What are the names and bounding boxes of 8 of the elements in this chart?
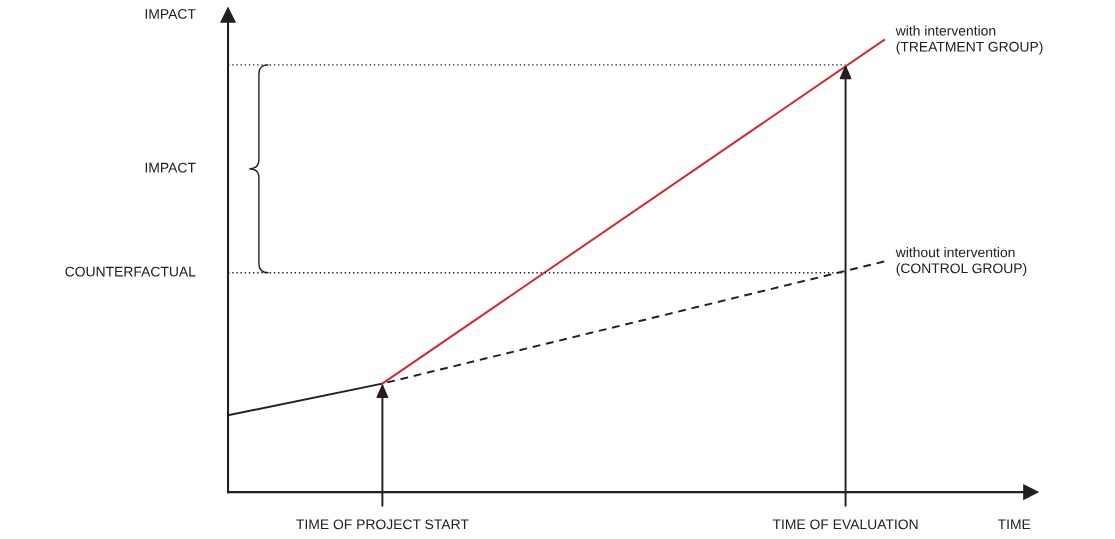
x-tick-label: TIME OF EVALUATION (772, 519, 918, 530)
ref-line-label: COUNTERFACTUAL (65, 266, 196, 277)
series-label: with intervention (TREATMENT GROUP) (895, 25, 1043, 55)
text: IMPACT (145, 162, 196, 173)
x-tick-label: TIME OF PROJECT START (296, 519, 469, 530)
y-axis-title: IMPACT (145, 8, 196, 19)
series-label: without intervention (CONTROL GROUP) (895, 247, 1027, 276)
x-axis-title: TIME (997, 519, 1031, 530)
